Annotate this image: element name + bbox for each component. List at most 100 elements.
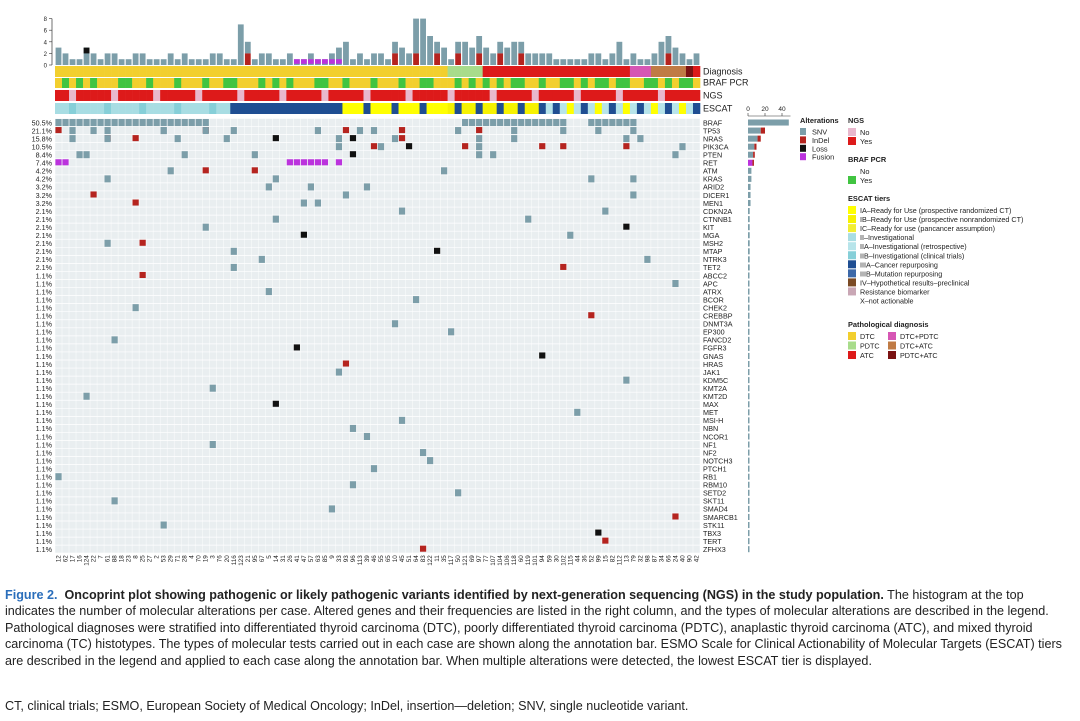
diagnosis-cell (622, 66, 631, 77)
braf-pcr-cell (293, 78, 301, 88)
gene-frequency: 21.1% (32, 126, 53, 135)
diagnosis-cell (83, 66, 91, 77)
case-id: 112 (616, 555, 623, 566)
alteration-loss (349, 151, 357, 158)
braf-pcr-cell (342, 78, 350, 88)
escat-cell (496, 103, 504, 114)
diagnosis-cell (328, 66, 336, 77)
braf-pcr-cell (489, 78, 497, 88)
escat-cell (398, 103, 406, 114)
histogram-bar-snv (651, 53, 658, 65)
case-id: 121 (462, 555, 469, 566)
ngs-cell (90, 90, 98, 101)
escat-cell (335, 103, 343, 114)
escat-cell (321, 103, 329, 114)
alteration-snv (223, 135, 230, 143)
ngs-cell (573, 90, 582, 101)
ngs-cell (594, 90, 603, 101)
alteration-snv (342, 191, 350, 199)
histogram-bar-snv (574, 59, 581, 65)
alteration-snv (462, 119, 469, 127)
ngs-cell (531, 90, 540, 101)
ngs-cell (202, 90, 210, 101)
diagnosis-cell (671, 66, 680, 77)
alteration-loss (595, 529, 602, 536)
alteration-loss (272, 400, 279, 407)
gene-name: TBX3 (703, 529, 721, 538)
diagnosis-cell (685, 66, 694, 77)
gene-frequency: 1.1% (36, 400, 53, 409)
histogram-bar-snv (286, 53, 293, 65)
histogram-bar-snv (118, 59, 125, 65)
escat-cell (342, 103, 350, 114)
diagnosis-cell (202, 66, 210, 77)
figure-caption: Figure 2. Oncoprint plot showing pathoge… (5, 587, 1075, 669)
alteration-snv (356, 127, 364, 135)
legend-swatch-escat (848, 269, 856, 278)
histogram-bar-snv (448, 59, 455, 65)
alteration-snv (160, 127, 167, 135)
case-id: 124 (84, 555, 91, 566)
diagnosis-cell (615, 66, 624, 77)
ngs-cell (524, 90, 533, 101)
escat-cell (223, 103, 231, 114)
alteration-snv (567, 231, 574, 239)
gene-frequency: 1.1% (36, 336, 53, 345)
alteration-snv (476, 135, 483, 143)
diagnosis-cell (433, 66, 441, 77)
alteration-snv (55, 473, 62, 481)
histogram-bar-indel (244, 53, 251, 65)
gene-name: MSI-H (703, 416, 723, 425)
diagnosis-cell (475, 66, 483, 77)
case-id: 83 (420, 555, 427, 563)
case-id: 51 (406, 555, 413, 563)
legend-label-pathology: PDTC+ATC (900, 351, 938, 360)
case-id: 29 (168, 555, 175, 563)
gene-frequency: 50.5% (32, 118, 53, 127)
histogram-bar-snv (532, 53, 539, 65)
case-id: 46 (371, 555, 378, 563)
gene-name: NRAS (703, 134, 723, 143)
freq-bar (748, 361, 750, 368)
diagnosis-cell (545, 66, 554, 77)
alteration-loss (433, 247, 441, 254)
case-id: 90 (686, 555, 693, 563)
histogram-bar-snv (623, 59, 630, 65)
freq-bar (748, 135, 758, 142)
freq-bar (748, 240, 750, 247)
case-id: 27 (147, 555, 154, 563)
freq-bar (748, 272, 750, 279)
diagnosis-cell (209, 66, 217, 77)
gene-name: RBM10 (703, 481, 727, 490)
oncoprint-matrix (54, 118, 701, 554)
alteration-indel (251, 167, 258, 174)
ngs-cell (209, 90, 217, 101)
diagnosis-cell (629, 66, 638, 77)
case-id: 98 (644, 555, 651, 563)
ngs-cell (636, 90, 645, 101)
ngs-cell (398, 90, 406, 101)
ngs-cell (566, 90, 575, 101)
braf-pcr-cell (216, 78, 224, 88)
braf-pcr-cell (356, 78, 364, 88)
histogram-bar-snv (272, 59, 279, 65)
escat-cell (559, 103, 568, 114)
braf-pcr-cell (671, 78, 680, 88)
gene-frequency: 1.1% (36, 384, 53, 393)
diagnosis-cell (496, 66, 504, 77)
escat-cell (139, 103, 147, 114)
freq-tick-label: 0 (746, 106, 750, 113)
escat-cell (244, 103, 252, 114)
braf-pcr-cell (328, 78, 336, 88)
braf-pcr-cell (90, 78, 98, 88)
diagnosis-cell (650, 66, 659, 77)
escat-cell (573, 103, 582, 114)
ngs-cell (545, 90, 554, 101)
alteration-indel (398, 135, 406, 142)
diagnosis-cell (237, 66, 245, 77)
ngs-cell (272, 90, 280, 101)
alteration-snv (560, 119, 567, 127)
alteration-snv (497, 119, 504, 127)
case-id: 70 (196, 555, 203, 563)
ngs-cell (412, 90, 420, 101)
